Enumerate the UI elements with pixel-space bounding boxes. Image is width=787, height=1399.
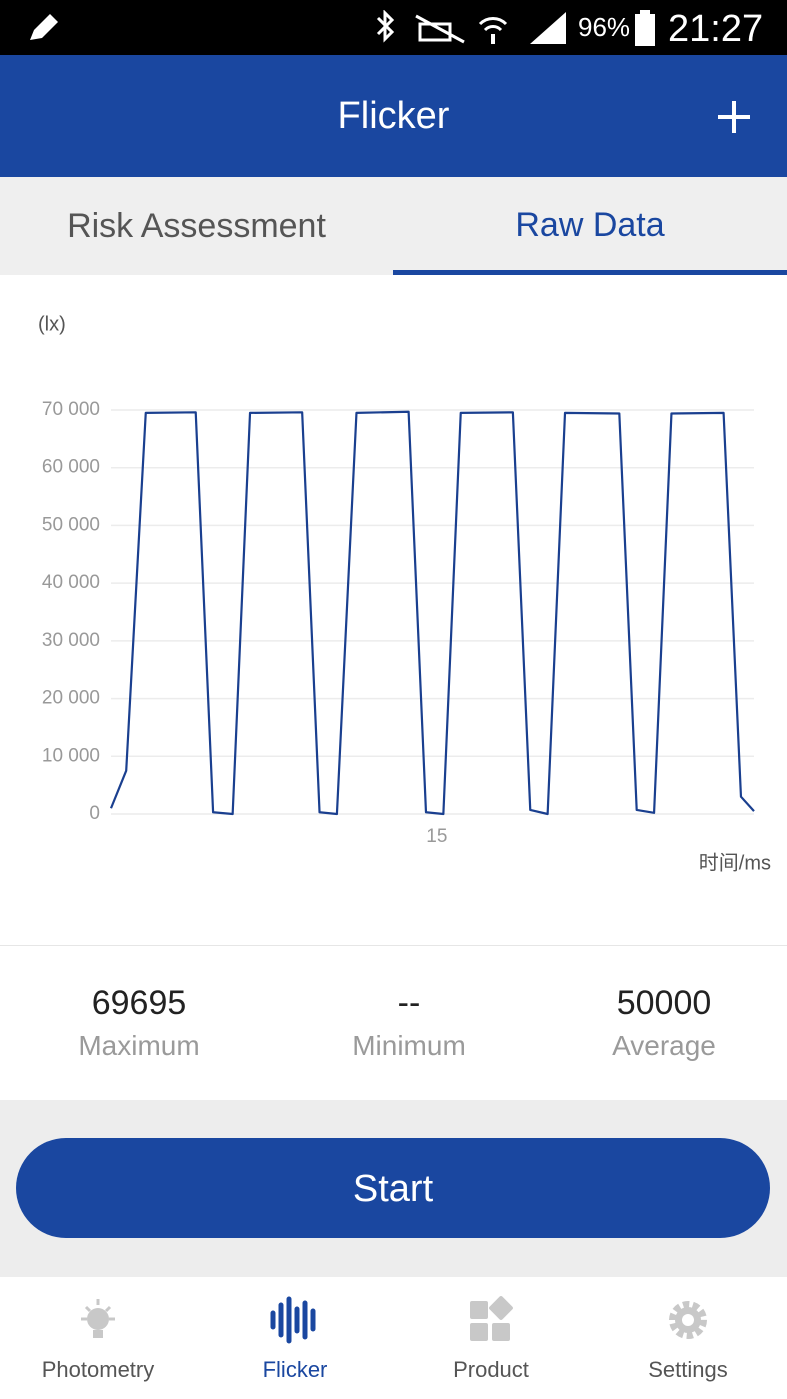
status-icons bbox=[376, 10, 566, 44]
action-area: Start bbox=[0, 1100, 787, 1277]
y-axis-label: (lx) bbox=[38, 313, 66, 335]
stat-value: 50000 bbox=[616, 984, 712, 1022]
stat-value: -- bbox=[397, 984, 421, 1022]
clock: 21:27 bbox=[668, 8, 764, 50]
stat-name: Maximum bbox=[78, 1030, 200, 1061]
x-tick-label: 15 bbox=[426, 826, 447, 847]
y-tick-label: 70 000 bbox=[42, 399, 100, 420]
edit-icon bbox=[30, 14, 58, 40]
add-button[interactable] bbox=[716, 99, 752, 135]
stat: 69695 Maximum bbox=[8, 946, 270, 1062]
stats: 69695 Maximum -- Minimum 50000 Average bbox=[0, 945, 787, 1100]
data-line bbox=[109, 410, 755, 816]
stat: -- Minimum bbox=[278, 946, 540, 1062]
chart: (lx) 时间/ms 0 10 000 20 000 30 000 40 000 50 0… bbox=[38, 313, 771, 874]
tab-indicator bbox=[393, 270, 787, 275]
stat: 50000 Average bbox=[533, 946, 787, 1062]
start-button[interactable]: Start bbox=[16, 1138, 770, 1238]
bottom-nav: Photometry Flicker Product Settings bbox=[0, 1277, 787, 1399]
nav-icon bbox=[470, 1296, 513, 1341]
y-tick-label: 40 000 bbox=[42, 572, 100, 593]
y-tick-label: 20 000 bbox=[42, 688, 100, 709]
nav-item[interactable]: Product bbox=[393, 1277, 589, 1399]
y-tick-label: 60 000 bbox=[42, 457, 100, 478]
y-tick-label: 10 000 bbox=[42, 745, 100, 766]
title: Flicker bbox=[337, 95, 450, 137]
status-bar: 96% 21:27 bbox=[0, 0, 787, 55]
stat-name: Average bbox=[612, 1030, 716, 1061]
nav-label: Photometry bbox=[41, 1357, 155, 1382]
y-tick-label: 50 000 bbox=[42, 514, 100, 535]
y-tick-label: 0 bbox=[89, 803, 100, 824]
nav-item[interactable]: Settings bbox=[590, 1277, 786, 1399]
stat-name: Minimum bbox=[352, 1030, 466, 1061]
stat-value: 69695 bbox=[91, 984, 187, 1022]
y-tick-label: 30 000 bbox=[42, 630, 100, 651]
nav-label: Settings bbox=[648, 1357, 728, 1382]
nav-item-active[interactable]: Flicker bbox=[197, 1277, 393, 1399]
battery-icon bbox=[635, 10, 655, 46]
app-bar: Flicker bbox=[0, 55, 787, 177]
nav-label: Product bbox=[453, 1357, 529, 1382]
battery-percent: 96% bbox=[578, 12, 631, 42]
x-axis-label: 时间/ms bbox=[699, 851, 771, 874]
nav-item[interactable]: Photometry bbox=[0, 1277, 196, 1399]
chart-area: (lx) 时间/ms 0 10 000 20 000 30 000 40 000 50 0… bbox=[0, 275, 787, 945]
tab-active[interactable]: Raw Data bbox=[515, 206, 665, 244]
tab-bar: Risk Assessment Raw Data bbox=[0, 177, 787, 275]
nav-icon bbox=[669, 1301, 707, 1339]
nav-icon bbox=[270, 1296, 316, 1344]
nav-icon bbox=[81, 1299, 115, 1338]
nav-label: Flicker bbox=[262, 1357, 328, 1382]
tab[interactable]: Risk Assessment bbox=[67, 207, 326, 245]
